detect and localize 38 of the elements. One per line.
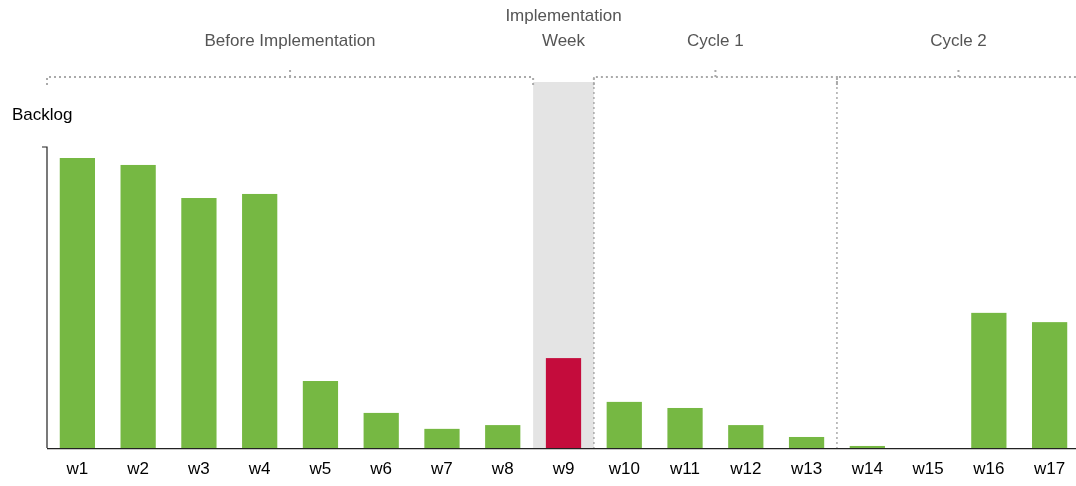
x-tick-label: w13 <box>789 459 823 478</box>
bar <box>849 445 885 448</box>
bar <box>485 425 521 448</box>
bar <box>302 381 339 448</box>
y-axis-title: Backlog <box>12 105 73 124</box>
bar <box>181 198 217 448</box>
x-tick-label: w4 <box>247 459 271 478</box>
bar <box>1032 322 1068 448</box>
x-tick-label: w10 <box>607 459 640 478</box>
band-label: Implementation Week <box>505 6 622 50</box>
bar <box>788 436 825 448</box>
bar <box>606 401 642 448</box>
bar <box>363 412 399 448</box>
x-tick-label: w11 <box>669 459 700 478</box>
x-tick-label: w8 <box>490 459 514 478</box>
x-tick-label: w14 <box>850 459 883 478</box>
text: Before Implementation <box>204 31 376 50</box>
text: Cycle 1 <box>687 31 744 50</box>
x-tick-label: w15 <box>911 459 944 478</box>
text: Cycle 2 <box>930 31 987 50</box>
bar <box>424 428 460 448</box>
x-tick-label: w7 <box>430 459 453 478</box>
bar <box>59 158 95 448</box>
x-tick-label: w9 <box>551 459 575 478</box>
bar <box>242 193 278 448</box>
x-tick-label: w12 <box>729 459 762 478</box>
x-tick-label: w6 <box>369 459 393 478</box>
bar <box>728 425 764 448</box>
x-tick-label: w16 <box>972 459 1005 478</box>
x-tick-label: w5 <box>308 459 332 478</box>
bar <box>120 164 156 448</box>
x-tick-label: w1 <box>65 459 89 478</box>
x-tick-label: w2 <box>126 459 150 478</box>
bar <box>667 407 703 448</box>
bar <box>971 312 1007 448</box>
bar <box>545 358 582 448</box>
x-tick-label: w3 <box>187 459 210 478</box>
x-tick-label: w17 <box>1033 459 1066 478</box>
